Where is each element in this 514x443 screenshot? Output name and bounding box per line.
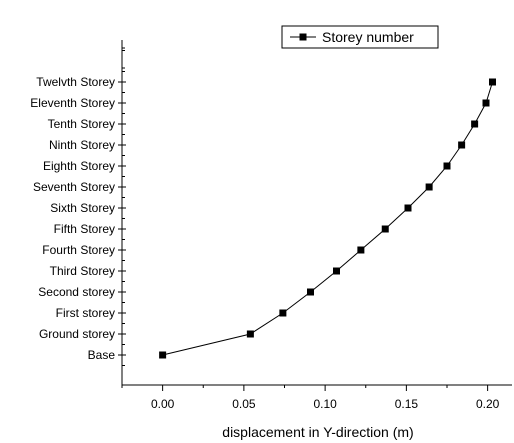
y-tick-label: Seventh Storey xyxy=(33,180,115,194)
y-tick-label: Fifth Storey xyxy=(54,222,115,236)
data-point xyxy=(443,162,451,170)
data-point xyxy=(333,267,340,275)
x-axis-title: displacement in Y-direction (m) xyxy=(222,424,413,440)
data-point xyxy=(357,246,365,254)
y-tick-label: Ninth Storey xyxy=(49,138,115,152)
y-tick-label: Eighth Storey xyxy=(43,159,115,173)
legend-marker-sample xyxy=(299,33,307,41)
series-line xyxy=(162,81,493,356)
y-tick-label: First storey xyxy=(56,306,115,320)
data-point xyxy=(279,309,287,317)
y-tick-label: Base xyxy=(88,348,116,362)
y-tick-label: Third Storey xyxy=(50,264,115,278)
x-tick-label: 0.15 xyxy=(395,397,419,411)
y-tick-label: Twelvth Storey xyxy=(36,75,115,89)
legend-label: Storey number xyxy=(322,29,414,45)
data-point xyxy=(404,204,412,212)
x-tick-label: 0.10 xyxy=(313,397,337,411)
legend: Storey number xyxy=(281,25,439,49)
data-point xyxy=(482,99,490,107)
data-point xyxy=(489,78,496,86)
y-tick-label: Second storey xyxy=(38,285,115,299)
x-tick-label: 0.20 xyxy=(476,397,500,411)
y-tick-label: Eleventh Storey xyxy=(30,96,115,110)
data-point xyxy=(458,141,466,149)
series-layer xyxy=(159,78,496,359)
axes-layer: Base Ground storey First storey Second stor… xyxy=(30,40,512,411)
y-tick-label: Fourth Storey xyxy=(42,243,115,257)
data-point xyxy=(381,225,389,233)
y-tick-label: Sixth Storey xyxy=(50,201,115,215)
x-tick-label: 0.05 xyxy=(232,397,256,411)
data-point xyxy=(425,183,433,191)
y-tick-label: Ground storey xyxy=(39,327,115,341)
data-point xyxy=(246,330,254,338)
data-point xyxy=(307,288,314,296)
data-point xyxy=(471,120,479,128)
x-tick-label: 0.00 xyxy=(151,397,175,411)
data-point xyxy=(159,351,167,359)
y-tick-label: Tenth Storey xyxy=(48,117,115,131)
legend-box xyxy=(281,25,439,49)
